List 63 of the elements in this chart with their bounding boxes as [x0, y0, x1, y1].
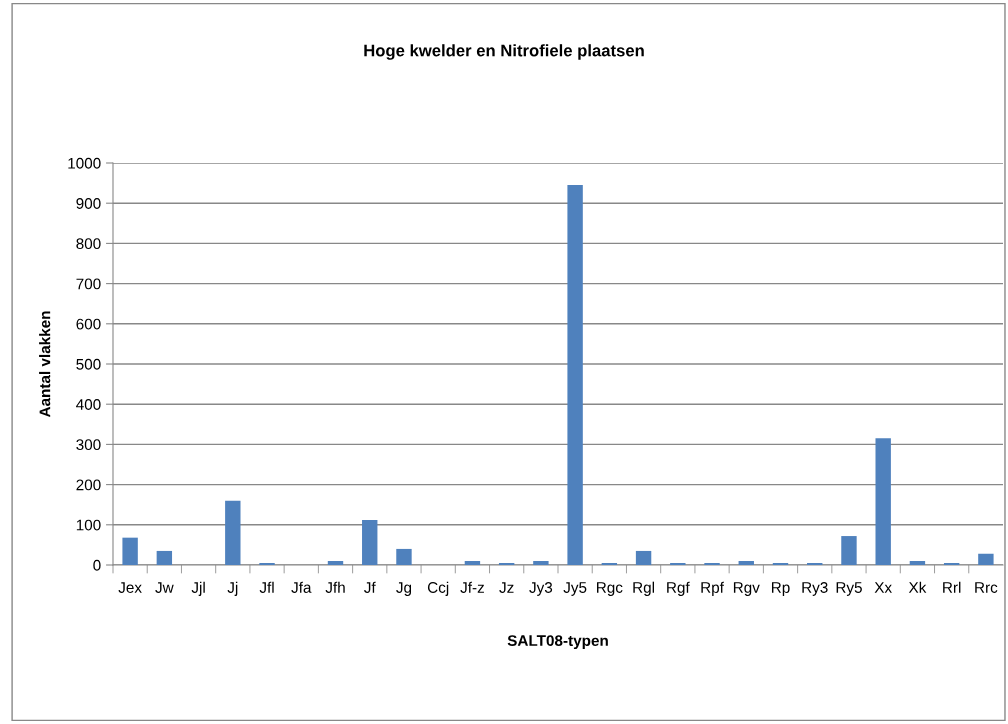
x-tick-label: Rrc: [975, 582, 998, 593]
bar: [772, 562, 789, 565]
bar: [156, 550, 173, 565]
bar: [738, 560, 754, 565]
x-axis-title: SALT08-typen: [507, 635, 608, 650]
x-tick-label: Jex: [118, 582, 142, 593]
y-tick-label: 800: [76, 238, 101, 250]
x-tick-label: Jz: [499, 582, 514, 593]
bar: [875, 438, 891, 565]
bar: [259, 562, 275, 565]
y-axis-title: Aantal vlakken: [39, 311, 51, 418]
bar: [943, 562, 960, 565]
bar: [567, 185, 583, 565]
x-tick-label: Jw: [155, 582, 174, 593]
x-tick-label: Jf: [364, 581, 376, 593]
x-tick-label: Rrl: [943, 581, 961, 593]
bar: [498, 562, 515, 565]
x-tick-label: Rgf: [667, 581, 690, 596]
y-tick-label: 400: [76, 399, 101, 410]
y-tick-label: 500: [76, 358, 101, 370]
x-tick-label: Jy5: [563, 582, 587, 596]
bar: [635, 550, 652, 565]
x-tick-label: Rgl: [633, 581, 655, 596]
x-tick-label: Jj: [227, 581, 238, 596]
x-tick-label: Jfl: [259, 581, 274, 593]
bar: [327, 560, 344, 565]
y-tick-label: 1000: [68, 157, 101, 169]
x-tick-label: Xx: [874, 582, 892, 593]
y-tick-label: 700: [76, 278, 101, 290]
x-tick-label: Rgc: [597, 582, 623, 596]
bar: [122, 537, 138, 565]
chart-title: Hoge kwelder en Nitrofiele plaatsen: [364, 44, 644, 60]
x-tick-label: Rp: [771, 582, 790, 596]
x-tick-label: Jfa: [291, 581, 312, 593]
x-tick-label: Jy3: [529, 582, 553, 596]
bar: [909, 560, 926, 565]
bar: [978, 553, 994, 565]
y-tick-label: 200: [76, 479, 101, 491]
bar: [670, 562, 686, 565]
x-tick-label: Jf-z: [460, 581, 484, 593]
y-tick-label: 600: [76, 318, 101, 330]
x-tick-label: Rgv: [733, 582, 760, 596]
x-tick-label: Rpf: [701, 581, 724, 596]
bar: [704, 562, 720, 565]
x-tick-label: Jfh: [325, 581, 345, 593]
x-tick-label: Ry5: [836, 582, 862, 596]
bar: [362, 519, 378, 565]
bar: [464, 560, 481, 565]
y-tick-label: 0: [93, 559, 101, 571]
x-tick-label: Jg: [396, 582, 412, 596]
bar: [601, 562, 618, 565]
bar: [396, 548, 412, 565]
x-tick-label: Xk: [908, 581, 927, 593]
x-tick-label: Jjl: [191, 581, 205, 596]
bar: [841, 536, 857, 565]
y-tick-label: 900: [76, 198, 101, 209]
x-tick-label: Ry3: [802, 582, 828, 596]
x-tick-label: Ccj: [427, 581, 449, 596]
bar: [225, 500, 241, 565]
bar: [807, 562, 823, 565]
y-tick-label: 100: [76, 519, 101, 531]
y-tick-label: 300: [76, 439, 101, 451]
bar: [533, 560, 549, 565]
